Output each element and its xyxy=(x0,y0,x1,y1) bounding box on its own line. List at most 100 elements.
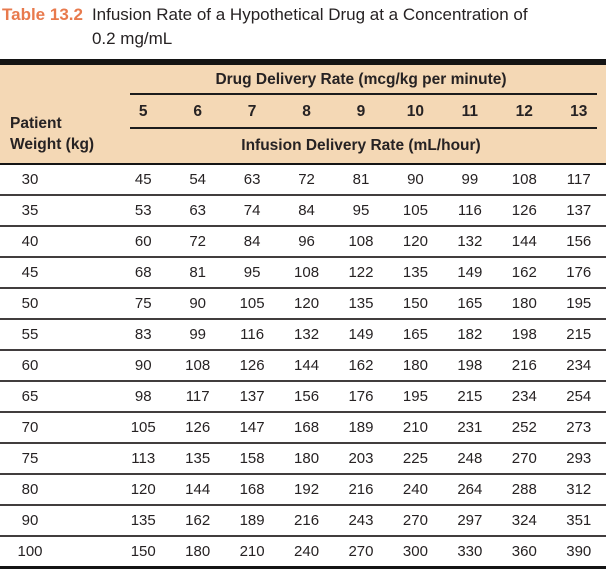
table-caption-title: Infusion Rate of a Hypothetical Drug at … xyxy=(92,3,528,51)
infusion-rate-cell: 149 xyxy=(442,257,498,289)
infusion-rate-cell: 252 xyxy=(497,412,552,444)
infusion-rate-cell: 180 xyxy=(185,543,211,560)
infusion-rate-cell: 149 xyxy=(333,319,389,351)
infusion-rate-cell: 176 xyxy=(551,257,606,289)
infusion-rate-cell: 270 xyxy=(388,505,443,537)
rate-column-header: 10 xyxy=(388,95,444,129)
infusion-rate-cell: 135 xyxy=(388,257,443,289)
infusion-rate-cell: 126 xyxy=(497,195,552,227)
infusion-rate-cell: 105 xyxy=(116,412,171,444)
infusion-rate-cell: 98 xyxy=(116,381,171,413)
infusion-rate-cell: 390 xyxy=(566,543,592,560)
infusion-rate-cell: 360 xyxy=(511,543,537,560)
patient-weight-cell: 60 xyxy=(0,350,116,382)
infusion-rate-cell: 81 xyxy=(170,257,225,289)
infusion-rate-cell: 264 xyxy=(442,474,498,506)
table-row: 30 45 54 63 72 81 90 99 108 117 xyxy=(0,164,606,196)
infusion-rate-cell: 176 xyxy=(333,381,389,413)
infusion-rate-cell: 116 xyxy=(224,319,280,351)
infusion-rate-cell: 144 xyxy=(497,226,552,258)
infusion-rate-cell: 234 xyxy=(551,350,606,382)
infusion-rate-cell: 162 xyxy=(333,350,389,382)
infusion-rate-cell: 120 xyxy=(279,288,334,320)
infusion-rate-cell: 60 xyxy=(116,226,171,258)
infusion-rate-cell: 216 xyxy=(497,350,552,382)
rate-column-header: 7 xyxy=(224,95,280,129)
infusion-rate-cell: 195 xyxy=(551,288,606,320)
infusion-rate-cell: 180 xyxy=(497,288,552,320)
infusion-rate-cell: 120 xyxy=(116,474,171,506)
infusion-rate-cell: 180 xyxy=(279,443,334,475)
infusion-rate-cell: 215 xyxy=(442,381,498,413)
rate-header-row: 5 6 7 8 9 10 11 12 13 xyxy=(0,95,606,129)
infusion-rate-cell: 168 xyxy=(224,474,280,506)
table-row: 65 98 117 137 156 176 195 215 234 254 xyxy=(0,381,606,413)
infusion-rate-cell: 203 xyxy=(333,443,389,475)
infusion-rate-cell: 234 xyxy=(497,381,552,413)
infusion-rate-cell: 210 xyxy=(239,543,265,560)
patient-weight-cell: 100 xyxy=(17,543,43,560)
infusion-rate-cell: 158 xyxy=(224,443,280,475)
infusion-rate-cell: 273 xyxy=(551,412,606,444)
patient-weight-cell: 75 xyxy=(0,443,116,475)
infusion-rate-cell: 113 xyxy=(116,443,171,475)
infusion-rate-cell: 137 xyxy=(551,195,606,227)
table-row: 90 135 162 189 216 243 270 297 324 351 xyxy=(0,505,606,537)
infusion-rate-cell: 189 xyxy=(224,505,280,537)
infusion-rate-cell: 195 xyxy=(388,381,443,413)
table-row: 75 113 135 158 180 203 225 248 270 293 xyxy=(0,443,606,475)
infusion-rate-cell: 147 xyxy=(224,412,280,444)
infusion-rate-cell: 126 xyxy=(224,350,280,382)
rate-column-header: 13 xyxy=(551,95,606,129)
infusion-rate-cell: 108 xyxy=(333,226,389,258)
infusion-rate-cell: 108 xyxy=(497,164,552,196)
infusion-rate-cell: 137 xyxy=(224,381,280,413)
table-row: 70 105 126 147 168 189 210 231 252 273 xyxy=(0,412,606,444)
infusion-rate-cell: 108 xyxy=(170,350,225,382)
infusion-rate-cell: 63 xyxy=(224,164,280,196)
infusion-rate-cell: 135 xyxy=(333,288,389,320)
table-row: 80 120 144 168 192 216 240 264 288 312 xyxy=(0,474,606,506)
infusion-rate-cell: 81 xyxy=(333,164,389,196)
patient-weight-cell: 65 xyxy=(0,381,116,413)
infusion-rate-cell: 84 xyxy=(224,226,280,258)
patient-weight-cell: 55 xyxy=(0,319,116,351)
rate-column-header: 5 xyxy=(116,95,171,129)
infusion-rate-table: Patient Weight (kg) Drug Delivery Rate (… xyxy=(0,59,606,569)
infusion-rate-cell: 240 xyxy=(294,543,320,560)
patient-weight-cell: 90 xyxy=(0,505,116,537)
infusion-rate-cell: 216 xyxy=(333,474,389,506)
table-caption-number: Table 13.2 xyxy=(2,5,83,24)
infusion-rate-cell: 83 xyxy=(116,319,171,351)
infusion-rate-cell: 135 xyxy=(116,505,171,537)
infusion-rate-cell: 215 xyxy=(551,319,606,351)
table-row: 55 83 99 116 132 149 165 182 198 215 xyxy=(0,319,606,351)
infusion-rate-cell: 182 xyxy=(442,319,498,351)
rate-column-header: 11 xyxy=(442,95,498,129)
rate-column-header: 8 xyxy=(279,95,335,129)
table-row: 35 53 63 74 84 95 105 116 126 137 xyxy=(0,195,606,227)
infusion-rate-cell: 120 xyxy=(388,226,443,258)
infusion-rate-cell: 225 xyxy=(388,443,443,475)
infusion-rate-cell: 180 xyxy=(388,350,443,382)
infusion-rate-cell: 90 xyxy=(388,164,443,196)
infusion-rate-cell: 210 xyxy=(388,412,443,444)
patient-weight-cell: 50 xyxy=(0,288,116,320)
infusion-rate-cell: 72 xyxy=(170,226,225,258)
patient-weight-cell: 35 xyxy=(0,195,116,227)
infusion-rate-cell: 72 xyxy=(279,164,334,196)
infusion-rate-cell: 293 xyxy=(551,443,606,475)
infusion-rate-cell: 330 xyxy=(457,543,483,560)
infusion-rate-cell: 45 xyxy=(116,164,171,196)
infusion-rate-cell: 324 xyxy=(497,505,552,537)
infusion-rate-cell: 270 xyxy=(348,543,374,560)
infusion-rate-cell: 168 xyxy=(279,412,334,444)
infusion-rate-cell: 122 xyxy=(333,257,389,289)
infusion-rate-cell: 75 xyxy=(116,288,171,320)
infusion-rate-cell: 240 xyxy=(388,474,443,506)
patient-weight-column-header: Patient Weight (kg) xyxy=(0,62,116,165)
infusion-rate-cell: 117 xyxy=(170,381,225,413)
infusion-delivery-rate-sub-header: Infusion Delivery Rate (mL/hour) xyxy=(116,129,606,165)
patient-weight-cell: 30 xyxy=(0,164,116,196)
